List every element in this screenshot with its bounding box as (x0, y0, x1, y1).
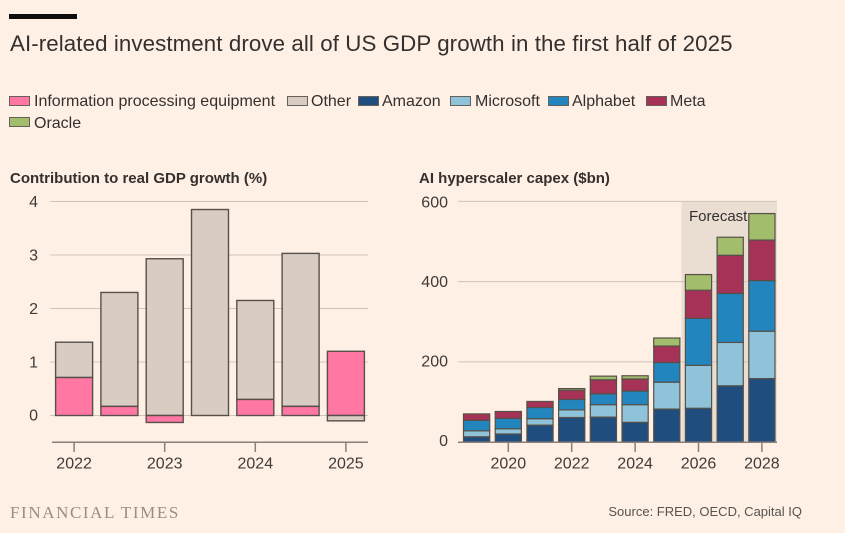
svg-text:2020: 2020 (491, 455, 527, 472)
svg-text:0: 0 (29, 407, 38, 424)
svg-text:Forecast: Forecast (689, 208, 748, 225)
svg-text:2025: 2025 (328, 455, 364, 472)
svg-text:2028: 2028 (744, 455, 780, 472)
svg-text:400: 400 (421, 274, 448, 291)
svg-text:0: 0 (439, 433, 448, 450)
svg-text:3: 3 (29, 247, 38, 264)
svg-text:4: 4 (29, 194, 38, 211)
svg-text:2: 2 (29, 301, 38, 318)
svg-text:2024: 2024 (238, 455, 274, 472)
svg-text:2022: 2022 (554, 455, 590, 472)
svg-text:600: 600 (421, 195, 448, 212)
svg-text:2024: 2024 (617, 455, 653, 472)
svg-text:2022: 2022 (56, 455, 92, 472)
svg-text:2023: 2023 (147, 455, 183, 472)
svg-text:200: 200 (421, 354, 448, 371)
svg-text:1: 1 (29, 354, 38, 371)
svg-text:2026: 2026 (681, 455, 717, 472)
